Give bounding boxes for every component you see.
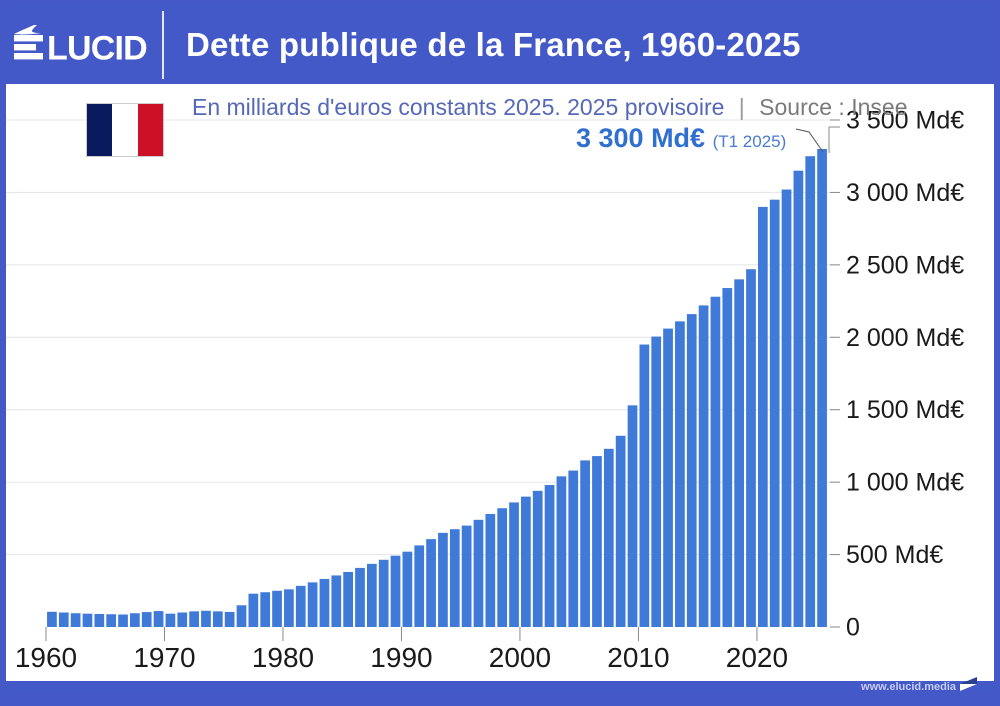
svg-text:1960: 1960: [15, 642, 77, 673]
svg-text:1990: 1990: [370, 642, 432, 673]
svg-text:3 000 Md€: 3 000 Md€: [846, 179, 964, 207]
svg-text:2 000 Md€: 2 000 Md€: [846, 324, 964, 352]
svg-text:1 000 Md€: 1 000 Md€: [846, 469, 964, 497]
svg-text:2000: 2000: [489, 642, 551, 673]
svg-text:2020: 2020: [726, 642, 788, 673]
svg-text:0: 0: [846, 614, 860, 642]
svg-text:1 500 Md€: 1 500 Md€: [846, 396, 964, 424]
svg-text:2010: 2010: [607, 642, 669, 673]
svg-text:1980: 1980: [252, 642, 314, 673]
svg-text:1970: 1970: [133, 642, 195, 673]
svg-text:2 500 Md€: 2 500 Md€: [846, 251, 964, 279]
svg-text:500 Md€: 500 Md€: [846, 541, 943, 569]
